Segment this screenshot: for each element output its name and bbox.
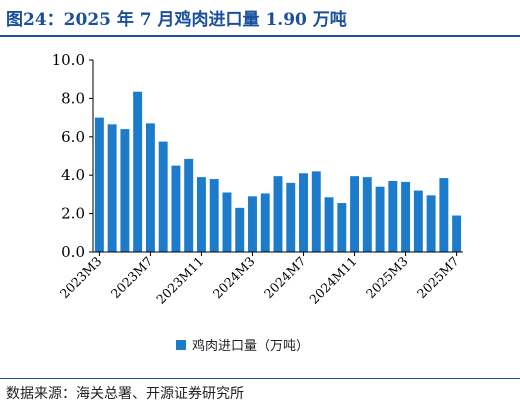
y-tick-label: 2.0 <box>61 205 85 223</box>
source-note: 数据来源：海关总署、开源证券研究所 <box>6 386 244 402</box>
bar-2024M2 <box>235 207 245 252</box>
x-tick-label: 2024M3 <box>210 253 258 301</box>
bar-2023M6 <box>133 91 143 253</box>
bar-series <box>94 91 462 253</box>
y-tick-label: 6.0 <box>61 128 85 146</box>
bar-2023M12 <box>209 179 219 252</box>
bar-2024M11 <box>350 176 360 252</box>
bar-2025M7 <box>452 215 462 252</box>
bar-2024M1 <box>222 192 232 252</box>
bar-2024M6 <box>286 182 296 252</box>
chart-title: 图24：2025 年 7 月鸡肉进口量 1.90 万吨 <box>6 10 347 30</box>
x-tick-label: 2023M7 <box>108 253 156 301</box>
legend-label: 鸡肉进口量（万吨） <box>192 338 309 354</box>
bar-2025M5 <box>426 195 436 252</box>
bar-2024M10 <box>337 203 347 252</box>
y-tick-label: 8.0 <box>61 89 85 107</box>
title-divider <box>0 35 520 37</box>
legend: 鸡肉进口量（万吨） <box>176 338 309 354</box>
bar-2025M2 <box>388 180 398 252</box>
x-tick-label: 2024M7 <box>261 253 309 301</box>
y-tick-label: 4.0 <box>61 166 85 184</box>
x-tick-label: 2025M7 <box>414 253 462 301</box>
bar-2024M9 <box>324 197 334 252</box>
chart-header: 图24：2025 年 7 月鸡肉进口量 1.90 万吨 <box>0 0 520 34</box>
bar-2023M10 <box>184 158 194 252</box>
bar-2024M4 <box>260 193 270 252</box>
bar-2024M7 <box>299 173 308 252</box>
bar-2024M5 <box>273 176 283 252</box>
bar-2023M3 <box>94 117 104 252</box>
bar-2023M5 <box>120 129 130 252</box>
bar-2025M6 <box>439 178 449 252</box>
bar-2023M11 <box>196 177 206 252</box>
bar-2023M7 <box>145 123 155 252</box>
bar-2025M1 <box>375 186 385 252</box>
bar-2023M9 <box>171 165 181 252</box>
footer-divider <box>0 378 520 379</box>
bar-2024M12 <box>362 177 372 252</box>
bar-2025M3 <box>401 181 411 252</box>
y-axis: 0.0 2.0 4.0 6.0 8.0 10.0 <box>52 51 94 261</box>
bar-2023M8 <box>158 141 168 252</box>
x-tick-label: 2023M11 <box>153 254 206 307</box>
y-tick-label: 10.0 <box>52 51 85 69</box>
legend-swatch <box>176 340 186 350</box>
x-tick-label: 2024M11 <box>306 254 359 307</box>
bar-2023M4 <box>107 124 117 252</box>
bar-2025M4 <box>413 190 423 252</box>
x-tick-label: 2025M3 <box>363 253 411 301</box>
bar-2024M8 <box>311 171 321 252</box>
bar-2024M3 <box>248 196 257 252</box>
y-tick-label: 0.0 <box>61 243 85 261</box>
